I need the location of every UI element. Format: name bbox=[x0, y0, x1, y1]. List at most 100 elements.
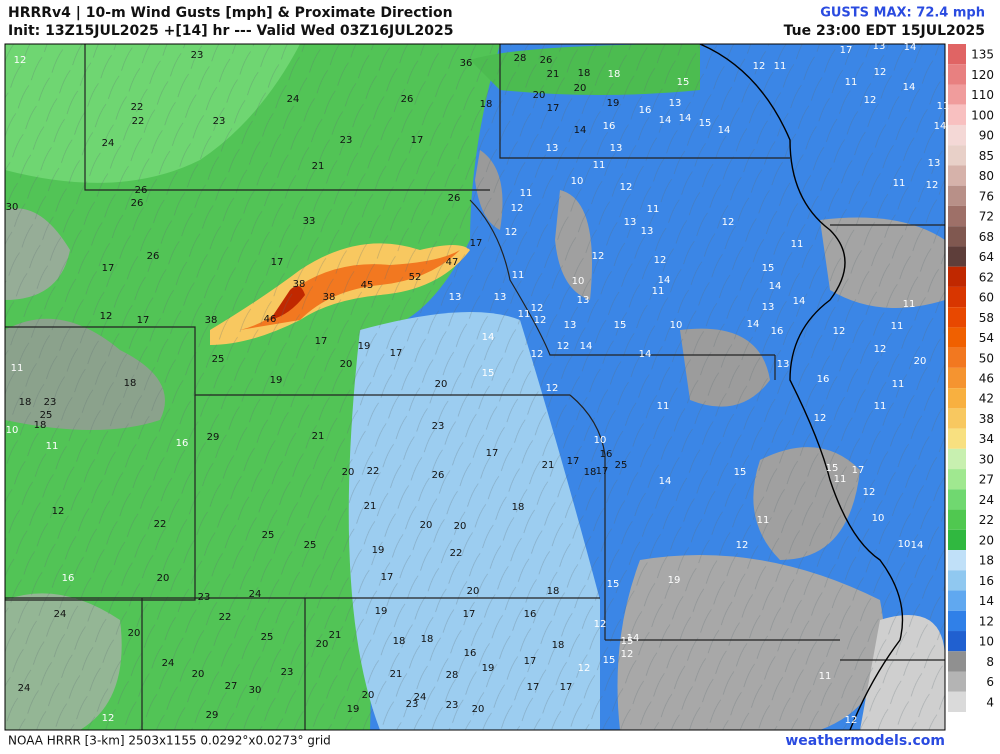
gust-label: 17 bbox=[463, 609, 476, 620]
gust-label: 22 bbox=[131, 102, 144, 113]
gust-label: 12 bbox=[833, 326, 846, 337]
gust-label: 19 bbox=[372, 545, 385, 556]
colorbar-swatch bbox=[948, 691, 966, 712]
gust-label: 14 bbox=[627, 633, 640, 644]
gust-label: 19 bbox=[668, 575, 681, 586]
gust-label: 14 bbox=[747, 319, 760, 330]
gust-label: 12 bbox=[534, 315, 547, 326]
colorbar-label: 80 bbox=[979, 169, 994, 183]
gust-label: 23 bbox=[406, 699, 419, 710]
gust-label: 12 bbox=[753, 61, 766, 72]
init-line: Init: 13Z15JUL2025 +[14] hr --- Valid We… bbox=[8, 23, 453, 39]
gust-label: 26 bbox=[448, 193, 461, 204]
gust-label: 15 bbox=[614, 320, 627, 331]
gust-label: 18 bbox=[608, 69, 621, 80]
gust-label: 21 bbox=[547, 69, 560, 80]
colorbar-label: 50 bbox=[979, 351, 994, 365]
gust-label: 11 bbox=[903, 299, 916, 310]
gust-label: 20 bbox=[467, 586, 480, 597]
colorbar-swatch bbox=[948, 185, 966, 206]
colorbar-swatch bbox=[948, 570, 966, 591]
gust-label: 11 bbox=[937, 101, 950, 112]
gust-label: 18 bbox=[124, 378, 137, 389]
gust-label: 17 bbox=[411, 135, 424, 146]
colorbar-label: 120 bbox=[971, 68, 994, 82]
gust-label: 20 bbox=[342, 467, 355, 478]
gust-label: 15 bbox=[603, 655, 616, 666]
gust-label: 12 bbox=[52, 506, 65, 517]
gust-label: 18 bbox=[547, 586, 560, 597]
gust-label: 21 bbox=[329, 630, 342, 641]
gust-label: 12 bbox=[102, 713, 115, 724]
gust-label: 20 bbox=[157, 573, 170, 584]
gust-label: 11 bbox=[891, 321, 904, 332]
gust-label: 25 bbox=[212, 354, 225, 365]
gust-label: 11 bbox=[657, 401, 670, 412]
gust-label: 16 bbox=[176, 438, 189, 449]
gust-label: 33 bbox=[303, 216, 316, 227]
title: HRRRv4 | 10-m Wind Gusts [mph] & Proxima… bbox=[8, 5, 453, 21]
gust-label: 45 bbox=[361, 280, 374, 291]
gust-label: 26 bbox=[135, 185, 148, 196]
gust-label: 13 bbox=[873, 41, 886, 52]
gust-label: 12 bbox=[531, 303, 544, 314]
gust-label: 17 bbox=[596, 466, 609, 477]
gust-label: 19 bbox=[358, 341, 371, 352]
gust-label: 17 bbox=[271, 257, 284, 268]
gust-label: 11 bbox=[874, 401, 887, 412]
colorbar-label: 38 bbox=[979, 412, 994, 426]
colorbar-label: 27 bbox=[979, 473, 994, 487]
colorbar-swatch bbox=[948, 651, 966, 672]
colorbar: 1351201101009085807672686462605854504642… bbox=[948, 44, 994, 712]
gust-label: 17 bbox=[102, 263, 115, 274]
gust-label: 21 bbox=[390, 669, 403, 680]
gust-label: 15 bbox=[734, 467, 747, 478]
gust-label: 24 bbox=[18, 683, 31, 694]
colorbar-swatch bbox=[948, 44, 966, 65]
colorbar-swatch bbox=[948, 428, 966, 449]
gust-label: 23 bbox=[446, 700, 459, 711]
colorbar-label: 12 bbox=[979, 614, 994, 628]
gust-label: 15 bbox=[482, 368, 495, 379]
gust-label: 14 bbox=[482, 332, 495, 343]
gust-label: 18 bbox=[512, 502, 525, 513]
gust-label: 24 bbox=[287, 94, 300, 105]
gust-label: 27 bbox=[225, 681, 238, 692]
gust-label: 17 bbox=[852, 465, 865, 476]
gust-label: 11 bbox=[819, 671, 832, 682]
gust-label: 10 bbox=[670, 320, 683, 331]
gust-label: 14 bbox=[580, 341, 593, 352]
gust-label: 30 bbox=[6, 202, 19, 213]
colorbar-label: 16 bbox=[979, 574, 994, 588]
gust-label: 25 bbox=[261, 632, 274, 643]
colorbar-label: 54 bbox=[979, 331, 994, 345]
gust-label: 13 bbox=[669, 98, 682, 109]
gust-label: 11 bbox=[593, 160, 606, 171]
colorbar-label: 76 bbox=[979, 189, 994, 203]
gust-label: 18 bbox=[552, 640, 565, 651]
gust-label: 28 bbox=[514, 53, 527, 64]
colorbar-label: 30 bbox=[979, 452, 994, 466]
gust-label: 16 bbox=[639, 105, 652, 116]
gust-label: 12 bbox=[505, 227, 518, 238]
gust-label: 20 bbox=[340, 359, 353, 370]
colorbar-swatch bbox=[948, 327, 966, 348]
gust-label: 13 bbox=[577, 295, 590, 306]
gust-label: 17 bbox=[381, 572, 394, 583]
gust-label: 23 bbox=[198, 592, 211, 603]
gust-label: 11 bbox=[512, 270, 525, 281]
gust-label: 38 bbox=[323, 292, 336, 303]
colorbar-swatch bbox=[948, 266, 966, 287]
colorbar-swatch bbox=[948, 246, 966, 267]
gust-label: 13 bbox=[624, 217, 637, 228]
valid-local: Tue 23:00 EDT 15JUL2025 bbox=[784, 23, 985, 39]
gust-label: 18 bbox=[480, 99, 493, 110]
gust-label: 26 bbox=[540, 55, 553, 66]
gust-label: 17 bbox=[567, 456, 580, 467]
gust-label: 18 bbox=[584, 467, 597, 478]
gust-label: 20 bbox=[128, 628, 141, 639]
gust-label: 20 bbox=[420, 520, 433, 531]
gust-label: 19 bbox=[482, 663, 495, 674]
